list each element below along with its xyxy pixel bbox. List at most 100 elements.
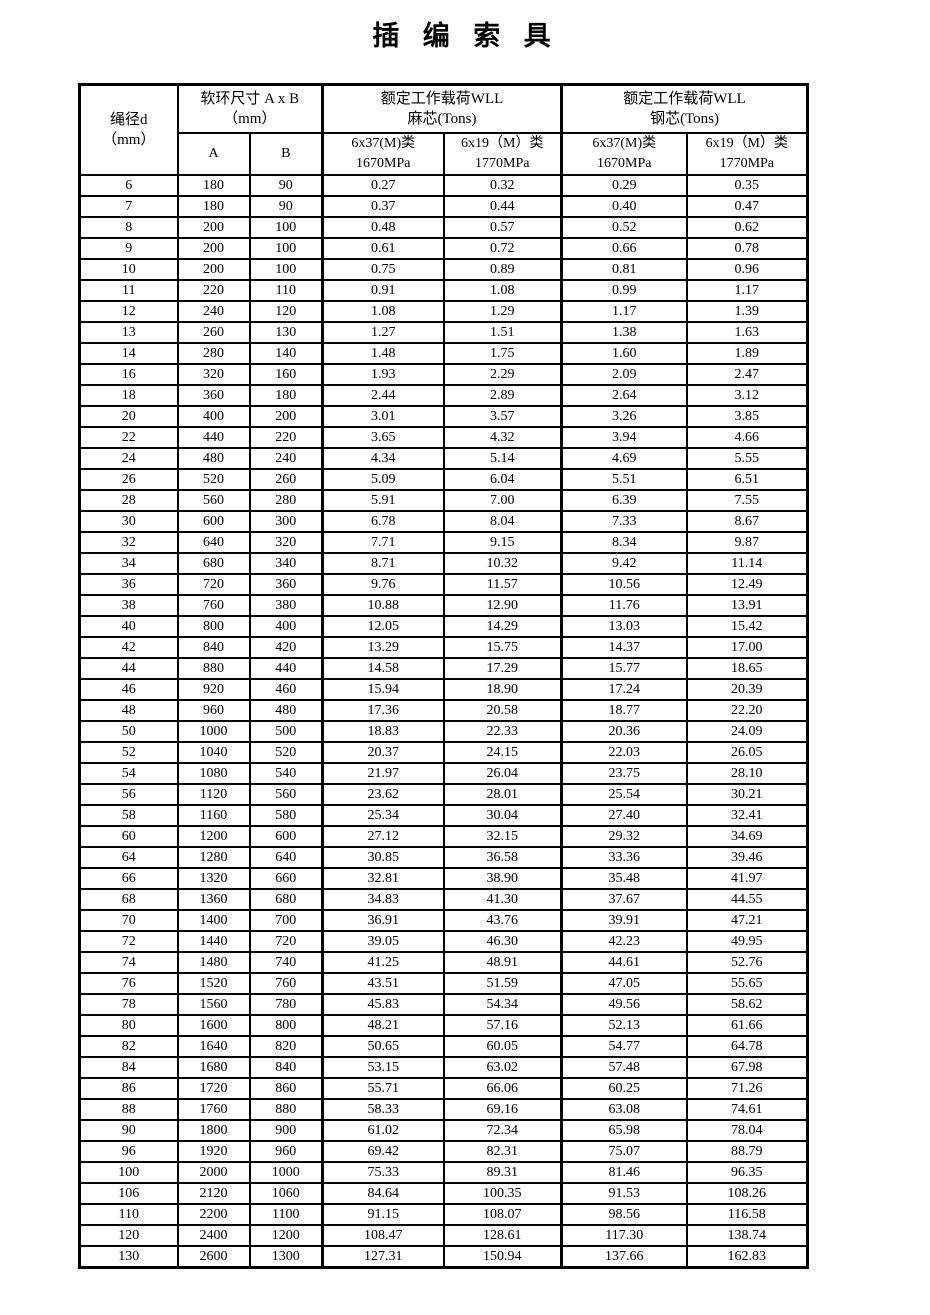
table-cell: 58.62 xyxy=(685,993,809,1016)
table-cell: 26.04 xyxy=(442,762,563,785)
table-cell: 2.64 xyxy=(560,384,688,407)
table-cell: 35.48 xyxy=(560,867,688,890)
table-cell: 60 xyxy=(78,825,179,848)
table-cell: 57.16 xyxy=(442,1014,563,1037)
table-cell: 1560 xyxy=(176,993,251,1016)
table-cell: 640 xyxy=(176,531,251,554)
table-row: 44 880 440 14.58 17.29 15.77 18.65 xyxy=(78,657,809,680)
table-cell: 180 xyxy=(248,384,324,407)
table-cell: 39.91 xyxy=(560,909,688,932)
table-cell: 52 xyxy=(78,741,179,764)
table-cell: 29.32 xyxy=(560,825,688,848)
table-cell: 820 xyxy=(248,1035,324,1058)
table-cell: 66.06 xyxy=(442,1077,563,1100)
table-cell: 41.30 xyxy=(442,888,563,911)
table-row: 11 220 110 0.91 1.08 0.99 1.17 xyxy=(78,279,809,302)
table-cell: 24.15 xyxy=(442,741,563,764)
table-cell: 7.33 xyxy=(560,510,688,533)
table-cell: 2.89 xyxy=(442,384,563,407)
table-cell: 0.66 xyxy=(560,237,688,260)
table-cell: 1800 xyxy=(176,1119,251,1142)
table-cell: 51.59 xyxy=(442,972,563,995)
table-cell: 1320 xyxy=(176,867,251,890)
table-cell: 0.62 xyxy=(685,216,809,239)
table-cell: 138.74 xyxy=(685,1224,809,1247)
table-cell: 15.75 xyxy=(442,636,563,659)
table-cell: 60.05 xyxy=(442,1035,563,1058)
table-cell: 1000 xyxy=(248,1161,324,1184)
table-cell: 220 xyxy=(176,279,251,302)
table-cell: 5.14 xyxy=(442,447,563,470)
table-cell: 91.15 xyxy=(321,1203,445,1226)
table-cell: 7.71 xyxy=(321,531,445,554)
table-cell: 860 xyxy=(248,1077,324,1100)
table-cell: 340 xyxy=(248,552,324,575)
table-cell: 36 xyxy=(78,573,179,596)
table-cell: 34 xyxy=(78,552,179,575)
table-row: 48 960 480 17.36 20.58 18.77 22.20 xyxy=(78,699,809,722)
table-cell: 21.97 xyxy=(321,762,445,785)
table-row: 76 1520 760 43.51 51.59 47.05 55.65 xyxy=(78,972,809,995)
table-cell: 0.96 xyxy=(685,258,809,281)
table-cell: 14 xyxy=(78,342,179,365)
table-cell: 1200 xyxy=(248,1224,324,1247)
table-row: 42 840 420 13.29 15.75 14.37 17.00 xyxy=(78,636,809,659)
table-cell: 71.26 xyxy=(685,1077,809,1100)
table-cell: 0.27 xyxy=(321,174,445,197)
table-cell: 13.29 xyxy=(321,636,445,659)
table-cell: 96 xyxy=(78,1140,179,1163)
table-cell: 8.04 xyxy=(442,510,563,533)
table-cell: 22.03 xyxy=(560,741,688,764)
table-cell: 2120 xyxy=(176,1182,251,1205)
table-cell: 1680 xyxy=(176,1056,251,1079)
table-row: 36 720 360 9.76 11.57 10.56 12.49 xyxy=(78,573,809,596)
table-cell: 17.36 xyxy=(321,699,445,722)
table-cell: 130 xyxy=(78,1245,179,1269)
table-cell: 1.63 xyxy=(685,321,809,344)
table-cell: 117.30 xyxy=(560,1224,688,1247)
table-row: 32 640 320 7.71 9.15 8.34 9.87 xyxy=(78,531,809,554)
table-cell: 60.25 xyxy=(560,1077,688,1100)
table-cell: 2.09 xyxy=(560,363,688,386)
table-cell: 12.05 xyxy=(321,615,445,638)
table-cell: 47.21 xyxy=(685,909,809,932)
table-cell: 600 xyxy=(176,510,251,533)
table-cell: 52.13 xyxy=(560,1014,688,1037)
table-cell: 0.78 xyxy=(685,237,809,260)
table-cell: 3.94 xyxy=(560,426,688,449)
table-cell: 1.93 xyxy=(321,363,445,386)
table-cell: 2.47 xyxy=(685,363,809,386)
table-cell: 600 xyxy=(248,825,324,848)
table-cell: 540 xyxy=(248,762,324,785)
table-cell: 55.65 xyxy=(685,972,809,995)
table-row: 9 200 100 0.61 0.72 0.66 0.78 xyxy=(78,237,809,260)
table-cell: 63.08 xyxy=(560,1098,688,1121)
table-cell: 48.91 xyxy=(442,951,563,974)
table-cell: 100.35 xyxy=(442,1182,563,1205)
table-cell: 137.66 xyxy=(560,1245,688,1269)
table-cell: 1360 xyxy=(176,888,251,911)
table-cell: 4.69 xyxy=(560,447,688,470)
table-cell: 440 xyxy=(248,657,324,680)
table-cell: 9.87 xyxy=(685,531,809,554)
table-cell: 49.56 xyxy=(560,993,688,1016)
header-col-b: B xyxy=(248,132,324,176)
table-cell: 0.61 xyxy=(321,237,445,260)
table-cell: 180 xyxy=(176,195,251,218)
table-cell: 120 xyxy=(248,300,324,323)
table-cell: 32.15 xyxy=(442,825,563,848)
table-cell: 4.32 xyxy=(442,426,563,449)
table-cell: 6.04 xyxy=(442,468,563,491)
table-cell: 75.33 xyxy=(321,1161,445,1184)
table-row: 12 240 120 1.08 1.29 1.17 1.39 xyxy=(78,300,809,323)
table-row: 74 1480 740 41.25 48.91 44.61 52.76 xyxy=(78,951,809,974)
table-cell: 3.65 xyxy=(321,426,445,449)
table-cell: 67.98 xyxy=(685,1056,809,1079)
table-cell: 780 xyxy=(248,993,324,1016)
table-cell: 0.29 xyxy=(560,174,688,197)
table-cell: 1.89 xyxy=(685,342,809,365)
table-cell: 660 xyxy=(248,867,324,890)
table-cell: 27.40 xyxy=(560,804,688,827)
table-cell: 28.10 xyxy=(685,762,809,785)
table-row: 68 1360 680 34.83 41.30 37.67 44.55 xyxy=(78,888,809,911)
